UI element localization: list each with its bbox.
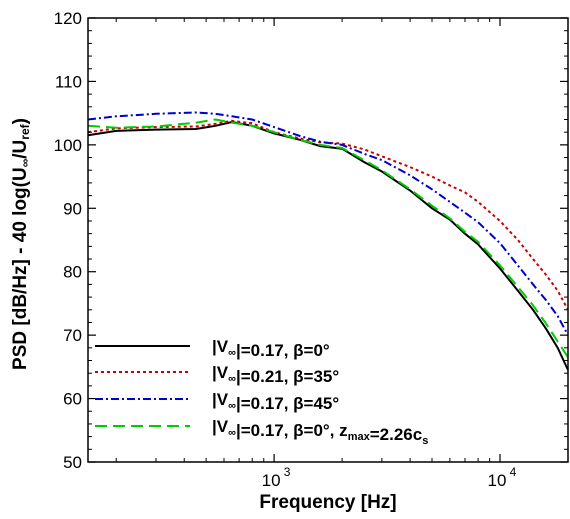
x-tick-label-exponent: 3 [284,465,291,479]
x-axis-title: Frequency [Hz] [259,492,396,513]
y-tick-label: 110 [55,72,82,91]
series-line-3 [87,111,569,336]
y-title-part: ref [18,123,32,139]
y-tick-label: 100 [54,136,82,155]
series-line-1 [87,120,569,371]
legend-label-3: |V∞|=0.17, β=45° [212,390,339,413]
y-tick-label: 90 [63,199,82,218]
y-title-part: /U [10,140,31,159]
y-axis-title: PSD [dB/Hz] - 40 log(U∞/Uref) [10,118,32,370]
y-tick-label: 80 [63,263,82,282]
legend-label-1: |V∞|=0.17, β=0° [212,337,330,360]
y-title-part: ∞ [18,159,32,168]
legend: |V∞|=0.17, β=0° |V∞|=0.21, β=35° |V∞|=0.17… [95,337,428,447]
plot-frame [87,17,569,463]
series-line-2 [87,119,569,311]
y-title-part: PSD [dB/Hz] - 40 log(U [10,167,31,370]
y-tick-label: 50 [63,453,82,472]
x-tick-label-exponent: 4 [510,465,517,479]
x-tick-label: 10 [488,471,507,490]
y-title-part: ) [10,118,31,124]
x-tick-label: 10 [262,471,281,490]
series-line-4 [87,118,569,358]
y-tick-label: 60 [63,390,82,409]
series-layer [87,111,569,371]
y-tick-label: 120 [54,9,82,28]
legend-label-2: |V∞|=0.21, β=35° [212,363,339,386]
y-tick-label: 70 [63,326,82,345]
legend-label-4: |V∞|=0.17, β=0°, zmax=2.26cs [212,417,428,447]
